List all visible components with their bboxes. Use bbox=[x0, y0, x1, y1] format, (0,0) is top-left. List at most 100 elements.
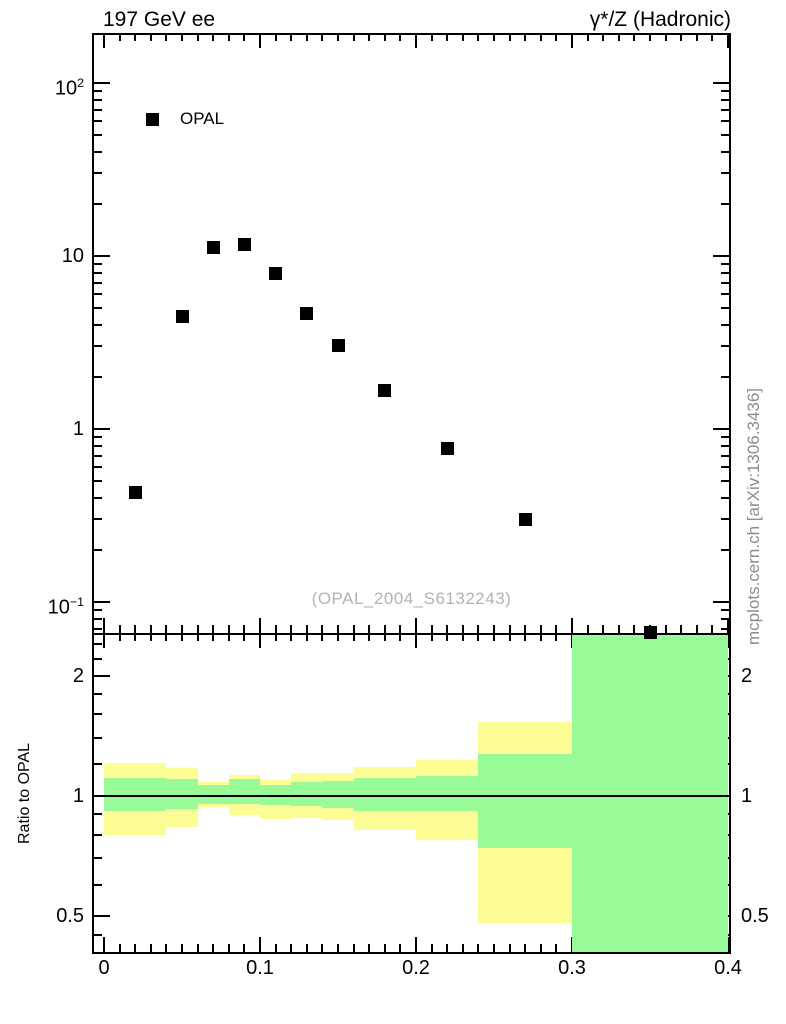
y-minor-tick bbox=[92, 627, 102, 630]
x-minor-tick bbox=[337, 944, 340, 952]
x-minor-tick bbox=[274, 33, 277, 41]
x-minor-tick bbox=[446, 633, 449, 641]
main-y-axis-tick-label: 102 bbox=[54, 76, 84, 100]
x-major-tick bbox=[103, 633, 105, 648]
x-minor-tick bbox=[212, 944, 215, 952]
x-minor-tick bbox=[181, 625, 183, 633]
y-minor-tick bbox=[721, 345, 731, 348]
y-minor-tick bbox=[721, 548, 731, 551]
uncertainty-band-inner bbox=[322, 780, 354, 808]
uncertainty-band-inner bbox=[478, 754, 573, 848]
x-minor-tick bbox=[212, 33, 215, 41]
y-minor-tick bbox=[721, 262, 731, 265]
y-minor-tick bbox=[92, 933, 102, 936]
x-minor-tick bbox=[227, 633, 230, 641]
y-minor-tick bbox=[721, 108, 731, 111]
x-minor-tick bbox=[368, 625, 371, 633]
data-point bbox=[378, 383, 392, 397]
x-minor-tick bbox=[399, 33, 402, 41]
x-minor-tick bbox=[118, 944, 121, 952]
uncertainty-band-inner bbox=[353, 778, 416, 811]
y-minor-tick bbox=[721, 323, 731, 326]
x-minor-tick bbox=[477, 633, 480, 641]
x-minor-tick bbox=[383, 33, 386, 41]
x-minor-tick bbox=[305, 944, 308, 952]
data-point bbox=[175, 309, 189, 323]
y-minor-tick bbox=[92, 518, 102, 521]
x-minor-tick bbox=[290, 33, 293, 41]
x-minor-tick bbox=[461, 625, 464, 633]
x-minor-tick bbox=[134, 944, 137, 952]
x-minor-tick bbox=[321, 633, 324, 641]
x-major-tick bbox=[259, 633, 262, 648]
x-minor-tick bbox=[493, 33, 496, 41]
x-minor-tick bbox=[181, 633, 183, 641]
x-minor-tick bbox=[493, 625, 496, 633]
y-minor-tick bbox=[721, 375, 731, 378]
x-minor-tick bbox=[399, 625, 402, 633]
y-major-tick bbox=[713, 601, 731, 603]
y-minor-tick bbox=[92, 281, 102, 284]
x-major-tick bbox=[103, 618, 105, 633]
x-major-tick bbox=[259, 33, 262, 48]
y-minor-tick bbox=[92, 642, 102, 645]
plot-title-process: γ*/Z (Hadronic) bbox=[589, 8, 731, 31]
x-minor-tick bbox=[617, 33, 620, 41]
x-minor-tick bbox=[664, 625, 667, 633]
x-minor-tick bbox=[430, 944, 433, 952]
y-minor-tick bbox=[92, 713, 102, 716]
x-minor-tick bbox=[352, 33, 355, 41]
data-point bbox=[237, 237, 251, 251]
x-major-tick bbox=[259, 937, 262, 952]
y-minor-tick bbox=[721, 202, 731, 205]
x-minor-tick bbox=[508, 33, 511, 41]
x-minor-tick bbox=[196, 33, 199, 41]
y-minor-tick bbox=[92, 883, 102, 886]
data-point bbox=[440, 442, 454, 456]
data-point bbox=[206, 241, 220, 254]
x-minor-tick bbox=[243, 633, 246, 641]
x-minor-tick bbox=[352, 633, 355, 641]
x-major-tick bbox=[415, 618, 418, 633]
x-minor-tick bbox=[337, 625, 340, 633]
x-minor-tick bbox=[555, 33, 558, 41]
x-axis-tick-label: 0.2 bbox=[402, 957, 430, 979]
x-minor-tick bbox=[165, 33, 168, 41]
y-minor-tick bbox=[721, 518, 731, 521]
ratio-reference-line bbox=[92, 794, 731, 797]
y-minor-tick bbox=[721, 444, 731, 447]
y-minor-tick bbox=[92, 89, 102, 92]
x-minor-tick bbox=[227, 33, 230, 41]
x-minor-tick bbox=[539, 625, 542, 633]
y-minor-tick bbox=[92, 120, 102, 123]
x-minor-tick bbox=[508, 625, 511, 633]
x-minor-tick bbox=[274, 944, 277, 952]
y-major-tick bbox=[92, 428, 110, 430]
x-minor-tick bbox=[181, 33, 183, 41]
y-minor-tick bbox=[92, 271, 102, 274]
y-minor-tick bbox=[721, 293, 731, 296]
x-minor-tick bbox=[602, 33, 605, 41]
x-minor-tick bbox=[399, 633, 402, 641]
data-point bbox=[128, 485, 142, 499]
data-point bbox=[331, 338, 345, 352]
y-major-tick bbox=[92, 915, 110, 918]
y-minor-tick bbox=[721, 281, 731, 284]
y-minor-tick bbox=[92, 323, 102, 326]
y-major-tick bbox=[713, 82, 731, 85]
y-minor-tick bbox=[92, 98, 102, 101]
x-major-tick bbox=[727, 937, 730, 952]
x-minor-tick bbox=[508, 633, 511, 641]
y-minor-tick bbox=[721, 307, 731, 310]
y-minor-tick bbox=[92, 548, 102, 551]
y-minor-tick bbox=[92, 496, 102, 499]
mcplots-credit: mcplots.cern.ch [arXiv:1306.3436] bbox=[744, 387, 763, 645]
x-major-tick bbox=[727, 33, 730, 48]
x-minor-tick bbox=[383, 633, 386, 641]
uncertainty-band-inner bbox=[197, 785, 229, 804]
x-minor-tick bbox=[134, 33, 137, 41]
x-minor-tick bbox=[680, 33, 683, 41]
x-minor-tick bbox=[149, 33, 152, 41]
x-minor-tick bbox=[586, 33, 589, 41]
data-point bbox=[269, 267, 283, 281]
